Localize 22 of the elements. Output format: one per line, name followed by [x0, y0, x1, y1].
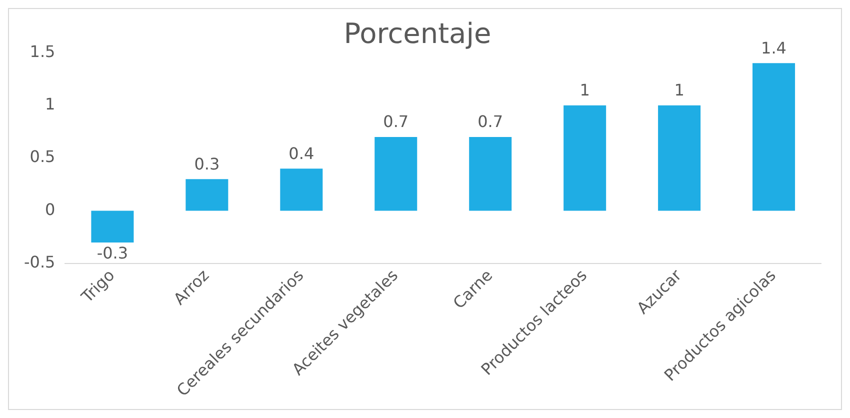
bar: [91, 210, 134, 242]
data-label: -0.3: [96, 244, 128, 263]
data-label: 1.4: [761, 38, 786, 58]
bar: [374, 136, 418, 211]
data-label: 0.7: [478, 112, 504, 132]
y-tick-label: 0: [45, 200, 56, 219]
data-label: 0.4: [288, 144, 314, 163]
bar: [658, 105, 701, 211]
bar: [564, 105, 606, 211]
chart-title: Porcentaje: [344, 17, 492, 50]
data-label: 1: [674, 80, 684, 100]
y-tick-label: 1: [45, 94, 56, 114]
bar: [280, 168, 323, 211]
y-tick-label: 0.5: [30, 147, 56, 166]
y-tick-label: -0.5: [24, 252, 56, 272]
data-label: 0.7: [383, 112, 409, 132]
bar: [752, 63, 796, 211]
y-tick-label: 1.5: [30, 42, 56, 61]
bar: [469, 136, 512, 211]
data-label: 0.3: [194, 154, 220, 174]
bar: [186, 179, 228, 211]
data-label: 1: [580, 80, 590, 100]
